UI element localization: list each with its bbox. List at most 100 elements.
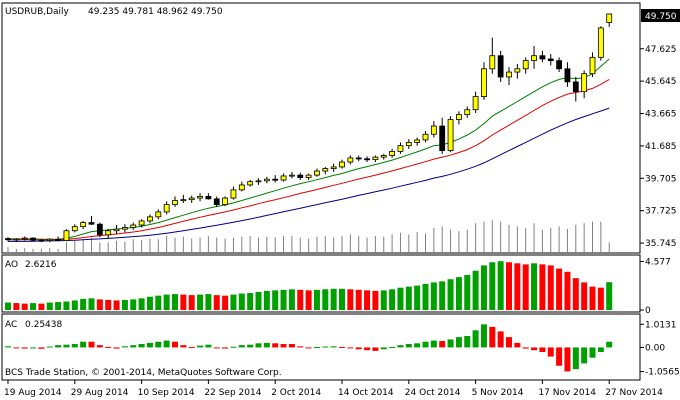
ao-bar bbox=[439, 281, 446, 310]
price-axis-label: 37.725 bbox=[645, 207, 677, 217]
candle-body bbox=[197, 195, 203, 199]
ac-value: 0.25438 bbox=[25, 320, 62, 330]
ac-bar bbox=[389, 346, 396, 348]
ao-bar bbox=[46, 302, 53, 310]
ac-bar bbox=[430, 340, 437, 348]
candle-body bbox=[280, 175, 287, 181]
ac-bar bbox=[347, 347, 354, 349]
ac-axis: 1.0131 0.00 -1.0565 bbox=[640, 320, 680, 378]
candle-body bbox=[38, 239, 45, 242]
ao-title: AO bbox=[5, 260, 18, 270]
ac-bar bbox=[280, 344, 287, 348]
ao-bar bbox=[238, 293, 245, 310]
ao-bar bbox=[272, 290, 279, 310]
candle-body bbox=[439, 125, 446, 151]
candle-body bbox=[481, 68, 487, 98]
price-axis-label: 41.685 bbox=[645, 142, 677, 152]
candle-body bbox=[297, 174, 304, 178]
ac-axis-label: -1.0565 bbox=[645, 368, 680, 378]
candle-body bbox=[288, 174, 295, 177]
candle-body bbox=[564, 68, 571, 83]
time-axis-label: 10 Sep 2014 bbox=[138, 388, 195, 398]
ac-bar bbox=[197, 345, 204, 348]
ac-bar bbox=[597, 347, 604, 352]
ac-bar bbox=[522, 347, 529, 349]
ac-bar bbox=[313, 346, 320, 348]
ac-bar bbox=[330, 346, 337, 348]
candle-body bbox=[13, 238, 20, 241]
ao-bar bbox=[313, 289, 320, 310]
ao-bar bbox=[322, 289, 329, 310]
ac-bar bbox=[581, 347, 588, 364]
ac-bar bbox=[163, 340, 170, 348]
candle-body bbox=[397, 145, 404, 152]
ac-bar bbox=[71, 344, 78, 348]
ac-bar bbox=[146, 342, 153, 348]
candle-body bbox=[472, 96, 479, 111]
candle-body bbox=[155, 211, 162, 218]
ao-bar bbox=[389, 289, 396, 310]
ao-bar bbox=[372, 290, 379, 310]
ao-bar bbox=[263, 290, 270, 310]
ac-axis-label: 1.0131 bbox=[645, 320, 677, 330]
ao-bar bbox=[606, 282, 613, 310]
ac-bar bbox=[63, 344, 70, 348]
ac-bar bbox=[380, 347, 387, 350]
ao-bar bbox=[155, 295, 162, 310]
ac-bar bbox=[305, 347, 312, 349]
ao-bar bbox=[13, 303, 20, 310]
ao-bar bbox=[172, 294, 178, 310]
ac-bar bbox=[138, 344, 145, 348]
ac-bar bbox=[205, 344, 212, 348]
candle-body bbox=[597, 27, 604, 58]
candle-body bbox=[389, 151, 396, 156]
ao-bar bbox=[581, 282, 588, 310]
candle-body bbox=[581, 73, 588, 93]
time-axis-label: 29 Aug 2014 bbox=[71, 388, 129, 398]
ac-bar bbox=[88, 341, 95, 348]
ac-bar bbox=[397, 345, 404, 348]
ac-bar bbox=[55, 345, 62, 348]
time-axis-label: 19 Aug 2014 bbox=[4, 388, 62, 398]
ac-bar bbox=[364, 347, 371, 351]
ao-bar bbox=[556, 268, 563, 310]
candle-body bbox=[180, 199, 187, 202]
ac-bar bbox=[263, 342, 270, 348]
ao-bar bbox=[414, 285, 421, 310]
ao-bar bbox=[480, 265, 487, 310]
price-axis-label: 35.745 bbox=[645, 239, 677, 249]
ac-bar bbox=[589, 347, 596, 358]
volume-bars bbox=[7, 220, 610, 252]
price-axis-label: 47.625 bbox=[645, 45, 677, 55]
watermark-text: BCS Trade Station, © 2001-2014, MetaQuot… bbox=[5, 368, 282, 378]
candle-body bbox=[63, 230, 70, 241]
ao-bar bbox=[163, 294, 170, 310]
ac-bar bbox=[297, 346, 304, 348]
ao-bar bbox=[280, 289, 287, 310]
time-axis-label: 24 Oct 2014 bbox=[405, 388, 461, 398]
ao-bar bbox=[531, 263, 538, 310]
ao-bar bbox=[222, 295, 229, 310]
candle-body bbox=[255, 180, 262, 183]
ao-bar bbox=[288, 289, 295, 310]
candle-body bbox=[80, 222, 87, 228]
ao-bar bbox=[105, 299, 112, 310]
ac-bar bbox=[96, 345, 103, 348]
ac-bar bbox=[564, 347, 571, 372]
candle-body bbox=[589, 56, 596, 75]
candle-body bbox=[188, 197, 195, 201]
candle-body bbox=[414, 139, 421, 143]
candle-body bbox=[138, 220, 145, 226]
ac-bar bbox=[230, 346, 237, 348]
candle-body bbox=[364, 158, 370, 161]
ac-bar bbox=[405, 344, 412, 348]
candle-body bbox=[355, 157, 362, 160]
ao-value: 2.6216 bbox=[25, 260, 57, 270]
candle-body bbox=[222, 197, 229, 205]
ao-bar bbox=[113, 300, 120, 310]
ac-bar bbox=[489, 326, 496, 348]
ac-bar bbox=[439, 341, 446, 348]
candle-body bbox=[339, 161, 345, 168]
candle-body bbox=[55, 238, 61, 241]
candle-body bbox=[122, 227, 128, 230]
